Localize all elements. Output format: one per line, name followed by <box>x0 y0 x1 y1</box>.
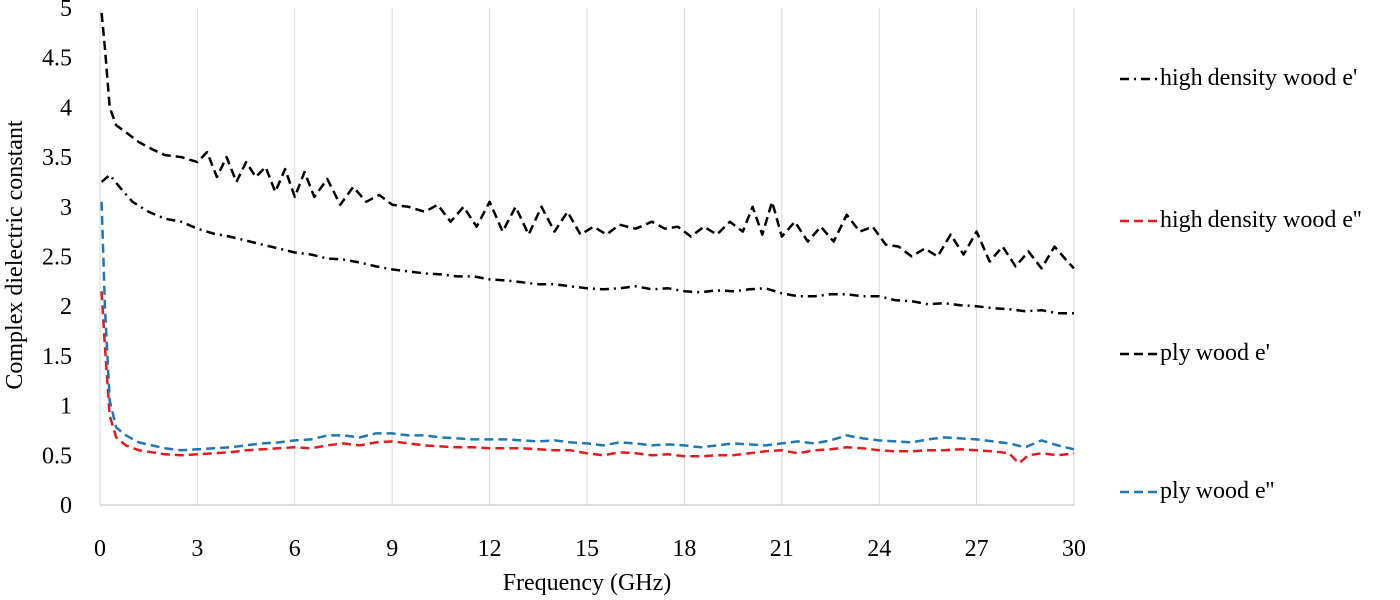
x-tick-label: 18 <box>672 536 696 562</box>
legend-entry-0: high density wood e' <box>1160 65 1357 91</box>
legend-entry-prefix: high <box>1160 207 1203 233</box>
x-tick-label: 30 <box>1062 536 1086 562</box>
legend-entry-text: density wood e' <box>1208 65 1358 91</box>
legend-entry-3: ply wood e'' <box>1160 478 1274 504</box>
series-line-0 <box>100 173 1074 315</box>
x-tick-labels: 0 3 6 9 12 15 18 21 24 27 30 <box>94 536 1086 562</box>
legend-entry-prefix: high <box>1160 65 1203 91</box>
legend: high density wood e'high density wood e''p… <box>1120 65 1362 504</box>
x-axis-title: Frequency (GHz) <box>503 570 672 596</box>
y-tick-labels: 0 0.5 1 1.5 2 2.5 3 3.5 4 4.5 5 <box>42 0 72 519</box>
y-tick-label: 3 <box>60 195 72 221</box>
y-tick-label: 1 <box>60 394 72 420</box>
y-tick-label: 4 <box>60 95 72 121</box>
series-line-2 <box>100 12 1075 270</box>
y-tick-label: 1.5 <box>42 344 72 370</box>
y-tick-label: 2 <box>60 294 72 320</box>
x-tick-label: 9 <box>386 536 398 562</box>
series-line-1 <box>100 291 1075 465</box>
x-tick-label: 12 <box>478 536 502 562</box>
series-line-3 <box>100 201 1075 452</box>
legend-entry-2: ply wood e' <box>1160 340 1270 366</box>
x-tick-label: 3 <box>191 536 203 562</box>
series-lines <box>100 12 1075 465</box>
legend-entry-1: high density wood e'' <box>1160 207 1362 233</box>
legend-entry-text: density wood e'' <box>1208 207 1362 233</box>
y-tick-label: 5 <box>60 0 72 22</box>
y-tick-label: 0.5 <box>42 443 72 469</box>
x-tick-label: 6 <box>289 536 301 562</box>
grid-lines <box>99 8 1075 505</box>
x-tick-label: 0 <box>94 536 106 562</box>
legend-entry-prefix: ply <box>1160 478 1191 504</box>
x-tick-label: 27 <box>965 536 989 562</box>
y-tick-label: 0 <box>60 493 72 519</box>
legend-entry-text: wood e'' <box>1196 478 1275 504</box>
x-tick-label: 24 <box>867 536 891 562</box>
y-tick-label: 3.5 <box>42 145 72 171</box>
y-tick-label: 4.5 <box>42 46 72 72</box>
legend-entry-text: wood e' <box>1196 340 1270 366</box>
y-axis-title: Complex dielectric constant <box>2 120 28 390</box>
x-tick-label: 21 <box>770 536 794 562</box>
y-tick-label: 2.5 <box>42 245 72 271</box>
legend-entry-prefix: ply <box>1160 340 1191 366</box>
x-tick-label: 15 <box>575 536 599 562</box>
